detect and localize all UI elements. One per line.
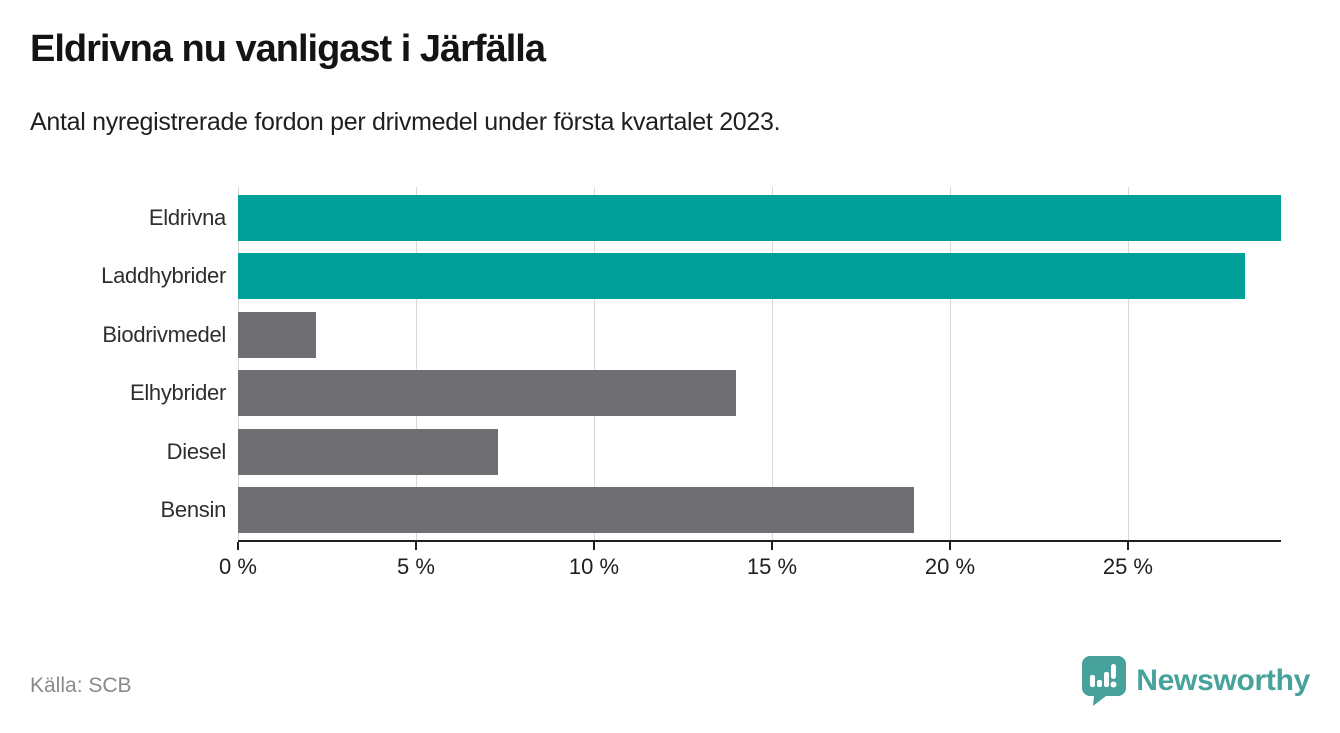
gridline: [593, 187, 595, 540]
brand-name: Newsworthy: [1136, 664, 1310, 697]
gridline: [1127, 187, 1129, 540]
bar: [238, 253, 1246, 300]
category-label: Eldrivna: [148, 205, 226, 230]
bar: [238, 487, 915, 533]
bar: [238, 311, 317, 358]
gridline: [771, 187, 773, 540]
x-axis-tick-label: 20 %: [924, 554, 976, 579]
newsworthy-logo-icon: [1082, 656, 1127, 706]
category-label: Elhybrider: [129, 380, 226, 406]
gridline: [238, 187, 239, 540]
x-axis-tick-label: 0 %: [219, 554, 257, 579]
brand-footer: Newsworthy: [1082, 656, 1310, 706]
x-axis-tick-label: 15 %: [746, 554, 798, 579]
x-axis-tick-label: 10 %: [568, 554, 620, 579]
x-axis-tick-label: 5 %: [397, 554, 435, 579]
x-axis-tick: [1126, 542, 1129, 550]
x-axis-tick: [414, 542, 417, 550]
category-label: Laddhybrider: [101, 263, 226, 289]
bar: [238, 428, 498, 475]
x-axis-tick: [770, 542, 773, 550]
x-axis-tick-label: 25 %: [1102, 554, 1153, 579]
gridline: [415, 187, 417, 540]
source-note: Källa: SCB: [30, 674, 132, 697]
category-label: Biodrivmedel: [102, 321, 226, 347]
x-axis-tick: [948, 542, 951, 550]
chart-title: Eldrivna nu vanligast i Järfälla: [30, 28, 546, 70]
chart-subtitle: Antal nyregistrerade fordon per drivmede…: [30, 108, 781, 136]
bar: [238, 370, 737, 417]
category-label: Diesel: [166, 438, 227, 464]
category-label: Bensin: [160, 497, 227, 522]
gridline: [949, 187, 951, 540]
category-labels: Eldrivna Laddhybrider Biodrivmedel Elhybrid…: [0, 187, 226, 540]
plot-area: 0 % 5 % 10 % 15 % 20 % 25 %: [219, 187, 1281, 579]
x-axis-tick: [592, 542, 595, 550]
x-axis-tick: [237, 542, 239, 550]
bar: [238, 195, 1281, 241]
